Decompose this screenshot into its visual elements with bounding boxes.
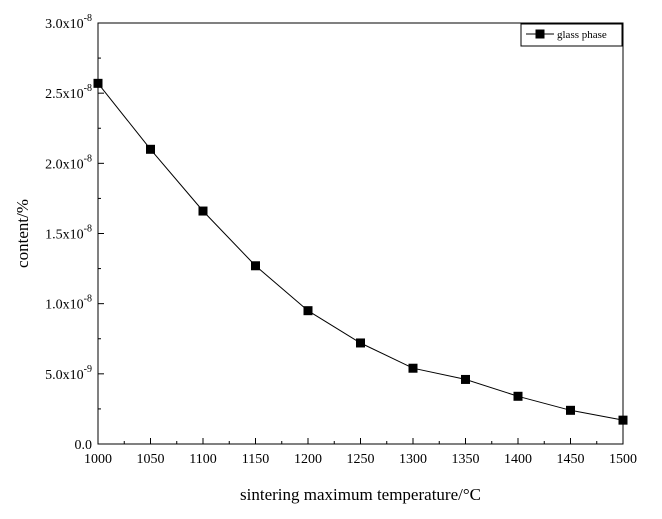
y-tick-label: 1.0x10-8: [45, 294, 92, 313]
data-point-marker: [356, 338, 365, 348]
plot-area-frame: [97, 22, 624, 445]
data-point-marker: [408, 363, 418, 373]
series-line: [97, 82, 624, 421]
series-layer: [93, 78, 628, 425]
data-point-marker: [303, 306, 313, 316]
y-tick-label: 5.0x10-9: [45, 364, 92, 383]
data-point-marker: [93, 78, 103, 88]
legend-box: [520, 23, 623, 47]
data-point-marker: [146, 144, 155, 154]
y-tick-label: 1.5x10-8: [45, 224, 92, 243]
x-axis-title: sintering maximum temperature/°C: [240, 485, 481, 504]
x-tick-label: 1250: [347, 452, 375, 467]
x-tick-label: 1500: [609, 452, 637, 467]
data-point-marker: [618, 415, 628, 425]
data-point-marker: [461, 374, 470, 384]
y-tick-label: 3.0x10-8: [45, 13, 92, 32]
x-tick-label: 1050: [137, 452, 165, 467]
x-tick-label: 1200: [294, 452, 322, 467]
y-tick-label: 0.0: [75, 438, 93, 453]
y-tick-label: 2.5x10-8: [45, 83, 92, 102]
legend-label: glass phase: [557, 29, 607, 41]
x-tick-label: 1300: [399, 452, 427, 467]
data-point-marker: [513, 391, 523, 401]
x-tick-label: 1400: [504, 452, 532, 467]
x-tick-label: 1450: [557, 452, 585, 467]
data-point-marker: [198, 206, 208, 216]
x-tick-label: 1000: [84, 452, 112, 467]
y-axis: 0.0 5.0x10-9 1.0x10-8 1.5x10-8 2.0x10-8 2.5x1…: [45, 13, 104, 453]
y-tick-label: 2.0x10-8: [45, 153, 92, 172]
legend: glass phase: [520, 23, 623, 47]
legend-square-marker: [535, 29, 545, 39]
x-tick-label: 1100: [189, 452, 216, 467]
data-point-marker: [251, 261, 260, 271]
y-axis-title: content/%: [13, 199, 32, 268]
x-tick-label: 1150: [242, 452, 269, 467]
x-tick-label: 1350: [452, 452, 480, 467]
data-point-marker: [566, 405, 575, 415]
x-axis: 1000 1050 1100 1150 1200 1250 1300 1350 1400 1450…: [84, 438, 637, 467]
